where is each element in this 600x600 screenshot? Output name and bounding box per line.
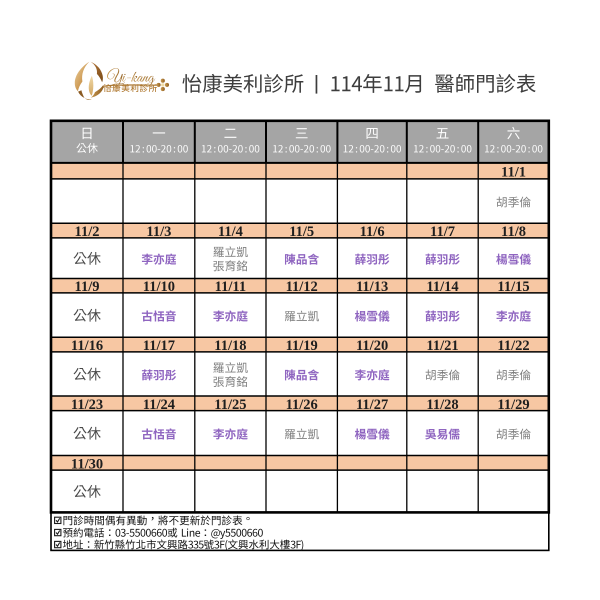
svg-text:11/29: 11/29 (497, 397, 529, 413)
svg-text:11/9: 11/9 (75, 279, 100, 295)
svg-text:11/2: 11/2 (75, 224, 100, 240)
svg-text:11/18: 11/18 (214, 338, 246, 354)
svg-text:11/20: 11/20 (356, 338, 388, 354)
svg-text:11/5: 11/5 (289, 224, 314, 240)
svg-text:11/25: 11/25 (214, 397, 246, 413)
svg-text:11/17: 11/17 (143, 338, 175, 354)
svg-text:11/8: 11/8 (501, 224, 526, 240)
svg-text:11/30: 11/30 (71, 456, 103, 472)
svg-text:11/12: 11/12 (286, 279, 318, 295)
svg-text:11/24: 11/24 (143, 397, 175, 413)
svg-text:11/1: 11/1 (501, 164, 526, 180)
svg-text:11/11: 11/11 (215, 279, 246, 295)
svg-text:11/16: 11/16 (71, 338, 103, 354)
svg-text:11/13: 11/13 (356, 279, 388, 295)
svg-text:11/10: 11/10 (143, 279, 175, 295)
svg-text:11/21: 11/21 (426, 338, 458, 354)
svg-text:11/7: 11/7 (430, 224, 455, 240)
svg-text:11/19: 11/19 (286, 338, 318, 354)
svg-text:11/14: 11/14 (426, 279, 458, 295)
svg-text:11/4: 11/4 (218, 224, 243, 240)
svg-text:11/26: 11/26 (286, 397, 318, 413)
svg-text:11/15: 11/15 (497, 279, 529, 295)
svg-text:11/6: 11/6 (360, 224, 385, 240)
svg-text:11/23: 11/23 (71, 397, 103, 413)
svg-text:11/27: 11/27 (356, 397, 388, 413)
svg-text:11/22: 11/22 (497, 338, 529, 354)
svg-text:11/3: 11/3 (146, 224, 171, 240)
svg-text:11/28: 11/28 (426, 397, 458, 413)
